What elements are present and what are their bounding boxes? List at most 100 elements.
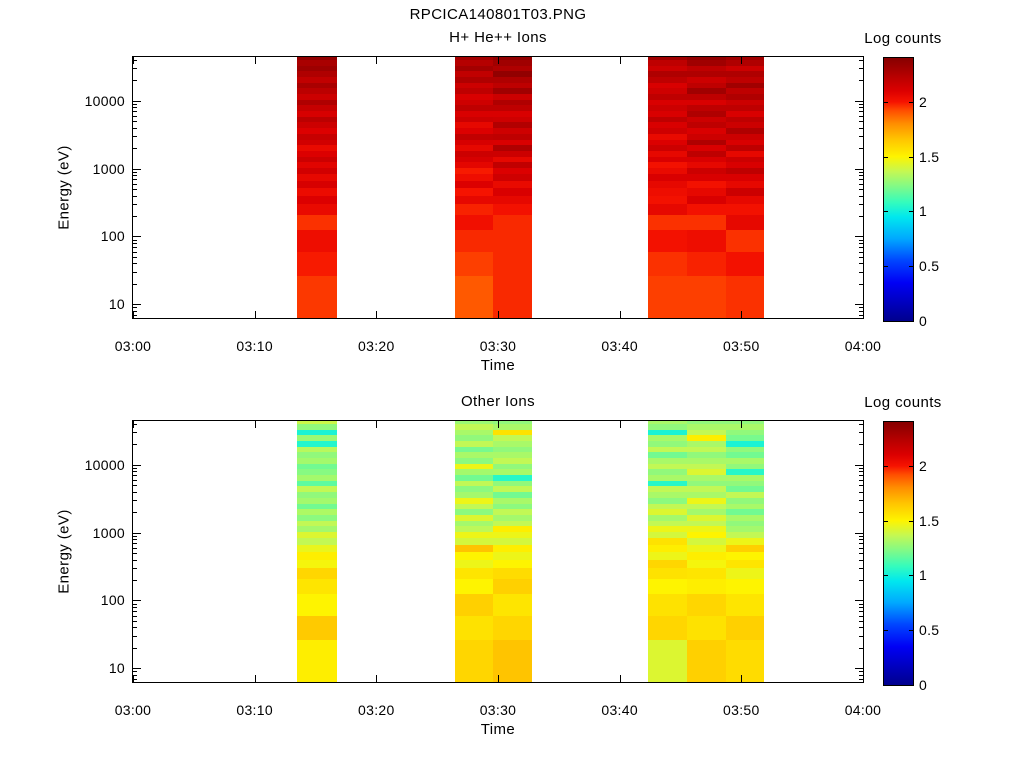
heatmap-cell bbox=[647, 514, 687, 521]
heatmap-cell bbox=[647, 526, 687, 533]
x-tick bbox=[376, 57, 378, 64]
heatmap-cell bbox=[647, 71, 687, 78]
heatmap-cell bbox=[725, 492, 765, 498]
heatmap-cell bbox=[455, 133, 494, 140]
heatmap-cell bbox=[647, 251, 687, 277]
heatmap-cell bbox=[493, 486, 533, 493]
heatmap-cell bbox=[297, 424, 338, 430]
y-minor-tick bbox=[859, 171, 863, 173]
x-tick bbox=[498, 675, 499, 682]
y-minor-tick bbox=[133, 204, 137, 206]
heatmap-cell bbox=[297, 116, 338, 123]
heatmap-cell bbox=[297, 71, 338, 78]
heatmap-cell bbox=[297, 94, 338, 100]
heatmap-cell bbox=[297, 105, 338, 112]
colorbar-tick-label: 1 bbox=[919, 203, 928, 220]
heatmap-cell bbox=[455, 593, 494, 616]
heatmap-cell bbox=[493, 94, 533, 100]
heatmap-cell bbox=[686, 421, 726, 425]
heatmap-cell bbox=[725, 251, 765, 277]
y-tick-label: 100 bbox=[100, 228, 125, 245]
y-tick bbox=[133, 464, 141, 466]
heatmap-cell bbox=[725, 105, 765, 112]
x-tick bbox=[376, 311, 378, 318]
heatmap-cell bbox=[455, 435, 494, 442]
heatmap-cell bbox=[725, 229, 765, 252]
y-minor-tick bbox=[859, 671, 863, 673]
y-minor-tick bbox=[859, 216, 863, 218]
colorbar-tick-label: 0 bbox=[919, 677, 928, 693]
colorbar-tick-label: 0.5 bbox=[919, 622, 940, 639]
y-minor-tick bbox=[133, 127, 137, 129]
heatmap-cell bbox=[647, 469, 687, 476]
y-tick-label: 1000 bbox=[92, 524, 125, 541]
heatmap-cell bbox=[725, 214, 765, 230]
heatmap-cell bbox=[725, 421, 765, 425]
heatmap-cell bbox=[647, 276, 687, 318]
y-minor-tick bbox=[133, 627, 137, 629]
heatmap-cell bbox=[297, 276, 338, 318]
heatmap-cell bbox=[647, 195, 687, 205]
y-minor-tick bbox=[133, 674, 137, 676]
heatmap-cell bbox=[493, 251, 533, 277]
plot-frame bbox=[132, 56, 864, 319]
y-tick bbox=[855, 236, 863, 238]
heatmap-cell bbox=[647, 544, 687, 552]
x-tick bbox=[254, 311, 256, 318]
heatmap-cell bbox=[686, 469, 726, 476]
heatmap-cell bbox=[647, 174, 687, 181]
colorbar-tick bbox=[909, 465, 913, 467]
heatmap-cell bbox=[647, 446, 687, 453]
heatmap-cell bbox=[725, 116, 765, 123]
heatmap-cell bbox=[455, 551, 494, 560]
y-tick bbox=[855, 600, 863, 602]
heatmap-cell bbox=[455, 514, 494, 521]
heatmap-cell bbox=[455, 276, 494, 318]
y-minor-tick bbox=[859, 467, 863, 469]
heatmap-cell bbox=[455, 204, 494, 215]
heatmap-cell bbox=[493, 463, 533, 470]
y-minor-tick bbox=[859, 580, 863, 582]
heatmap-cell bbox=[297, 446, 338, 453]
y-tick bbox=[133, 600, 141, 602]
heatmap-cell bbox=[455, 441, 494, 447]
y-minor-tick bbox=[133, 432, 137, 434]
y-minor-tick bbox=[859, 423, 863, 425]
heatmap-cell bbox=[686, 88, 726, 95]
heatmap-cell bbox=[455, 156, 494, 163]
y-tick bbox=[855, 464, 863, 466]
heatmap-cell bbox=[493, 503, 533, 510]
heatmap-cell bbox=[725, 128, 765, 134]
y-minor-tick bbox=[133, 107, 137, 109]
heatmap-cell bbox=[493, 122, 533, 129]
heatmap-cell bbox=[647, 593, 687, 616]
heatmap-cell bbox=[686, 180, 726, 188]
heatmap-cell bbox=[686, 514, 726, 521]
heatmap-cell bbox=[725, 195, 765, 205]
y-minor-tick bbox=[859, 251, 863, 253]
heatmap-cell bbox=[297, 452, 338, 459]
heatmap-cell bbox=[725, 60, 765, 66]
heatmap-cell bbox=[297, 559, 338, 569]
heatmap-cell bbox=[493, 195, 533, 205]
heatmap-cell bbox=[493, 105, 533, 112]
heatmap-cell bbox=[686, 497, 726, 504]
y-minor-tick bbox=[859, 136, 863, 138]
heatmap-cell bbox=[455, 452, 494, 459]
heatmap-cell bbox=[686, 133, 726, 140]
heatmap-cell bbox=[725, 168, 765, 175]
heatmap-cell bbox=[725, 77, 765, 83]
heatmap-cell bbox=[297, 145, 338, 151]
heatmap-cell bbox=[493, 497, 533, 504]
heatmap-cell bbox=[297, 509, 338, 515]
y-minor-tick bbox=[133, 471, 137, 473]
heatmap-cell bbox=[686, 578, 726, 594]
y-minor-tick bbox=[859, 310, 863, 312]
heatmap-cell bbox=[725, 88, 765, 95]
heatmap-cell bbox=[725, 452, 765, 459]
colorbar-tick bbox=[884, 630, 888, 632]
x-tick-label: 03:30 bbox=[479, 702, 517, 718]
y-minor-tick bbox=[859, 647, 863, 649]
y-minor-tick bbox=[859, 283, 863, 285]
heatmap-cell bbox=[297, 204, 338, 215]
